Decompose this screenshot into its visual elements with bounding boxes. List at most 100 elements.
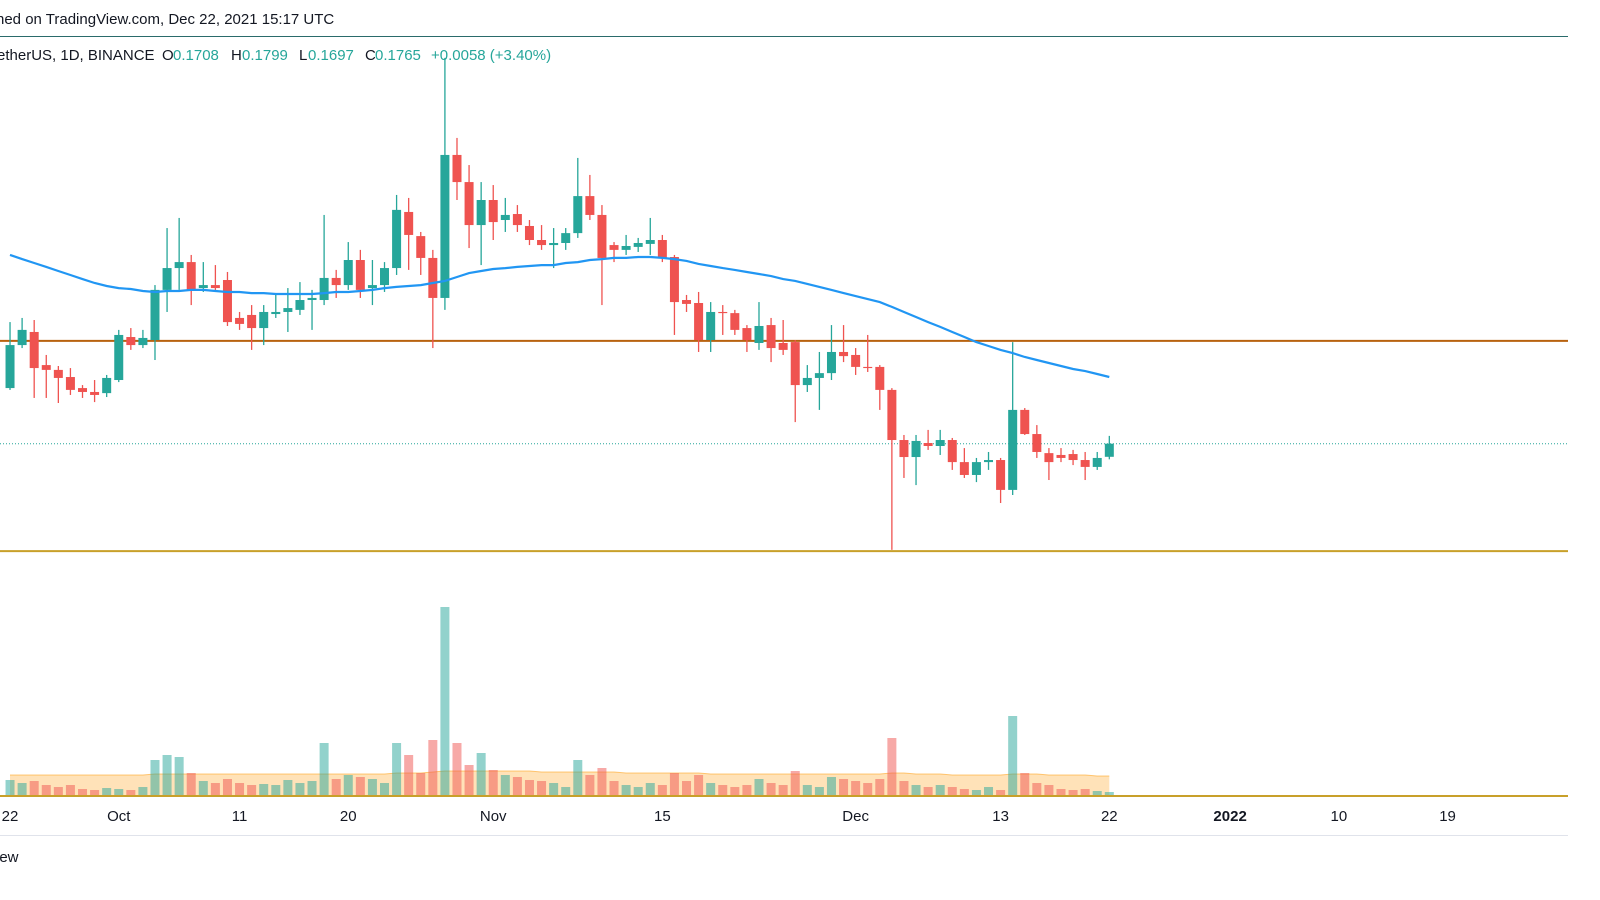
volume-bar bbox=[911, 785, 921, 795]
volume-bar bbox=[718, 785, 728, 795]
volume-bar bbox=[645, 783, 655, 795]
candle-body bbox=[186, 262, 196, 290]
candle-body bbox=[851, 354, 861, 367]
x-tick-label: 20 bbox=[340, 808, 357, 825]
volume-bar bbox=[41, 785, 51, 795]
volume-bar bbox=[875, 779, 885, 795]
candle-body bbox=[464, 182, 474, 226]
legend-high-label: H bbox=[231, 47, 242, 64]
volume-bar bbox=[186, 773, 196, 795]
candle-body bbox=[754, 325, 764, 344]
candle-body bbox=[17, 329, 27, 346]
candle-body bbox=[343, 260, 353, 286]
candle-body bbox=[78, 388, 88, 392]
candle-body bbox=[295, 300, 305, 310]
volume-bar bbox=[537, 781, 547, 795]
x-tick-label: 13 bbox=[992, 808, 1009, 825]
candle-body bbox=[609, 245, 619, 250]
volume-bar bbox=[851, 781, 861, 795]
legend-close-value: 0.1765 bbox=[375, 47, 421, 64]
candle-body bbox=[198, 285, 208, 289]
x-tick-label: 10 bbox=[1330, 808, 1347, 825]
volume-bar bbox=[331, 779, 341, 795]
legend: etherUS, 1D, BINANCE O 0.1708 H 0.1799 L… bbox=[0, 47, 551, 64]
volume-bar bbox=[887, 738, 897, 795]
footer-logo-text: iew bbox=[0, 849, 19, 866]
volume-bar bbox=[210, 783, 220, 795]
volume-bar bbox=[392, 743, 402, 795]
legend-close-label: C bbox=[365, 47, 376, 64]
volume-bar bbox=[524, 780, 534, 795]
volume-bar bbox=[1044, 785, 1054, 795]
legend-low-label: L bbox=[299, 47, 307, 64]
volume-bar bbox=[706, 783, 716, 795]
volume-bar bbox=[754, 779, 764, 795]
candle-body bbox=[452, 154, 462, 183]
volume-bar bbox=[102, 788, 112, 795]
volume-bar bbox=[476, 753, 486, 795]
candle-body bbox=[404, 211, 414, 235]
volume-bar bbox=[355, 777, 365, 795]
candle-body bbox=[235, 317, 245, 324]
candle-body bbox=[307, 297, 317, 301]
volume-bar bbox=[235, 783, 245, 795]
volume-bar bbox=[766, 783, 776, 795]
candle-body bbox=[5, 345, 15, 389]
candle-body bbox=[971, 462, 981, 475]
volume-bar bbox=[971, 790, 981, 795]
candle-body bbox=[1044, 453, 1054, 463]
volume-bar bbox=[114, 789, 124, 795]
candle-body bbox=[380, 268, 390, 286]
volume-bar bbox=[17, 783, 27, 795]
candle-body bbox=[102, 377, 112, 394]
candle-body bbox=[392, 209, 402, 269]
candle-body bbox=[138, 337, 148, 346]
candle-body bbox=[1056, 454, 1066, 458]
volume-bar bbox=[778, 785, 788, 795]
volume-bar bbox=[78, 789, 88, 795]
volume-bar bbox=[307, 781, 317, 795]
volume-bar bbox=[935, 785, 945, 795]
candle-body bbox=[428, 257, 438, 298]
candle-body bbox=[247, 314, 257, 329]
volume-bar bbox=[1032, 783, 1042, 795]
volume-bar bbox=[826, 777, 836, 795]
candle-body bbox=[500, 214, 510, 221]
candle-body bbox=[790, 342, 800, 386]
volume-bar bbox=[440, 607, 450, 795]
candle-body bbox=[814, 373, 824, 378]
candle-body bbox=[1104, 443, 1114, 457]
volume-bar bbox=[404, 755, 414, 795]
candle-body bbox=[416, 236, 426, 258]
volume-bar bbox=[923, 787, 933, 795]
volume-bar bbox=[198, 781, 208, 795]
volume-bar bbox=[682, 781, 692, 795]
candle-body bbox=[259, 311, 269, 329]
volume-bar bbox=[609, 781, 619, 795]
legend-low-value: 0.1697 bbox=[308, 47, 354, 64]
volume-bar bbox=[283, 780, 293, 795]
candle-body bbox=[537, 240, 547, 246]
volume-bar bbox=[561, 787, 571, 795]
candle-body bbox=[440, 154, 450, 298]
volume-bar bbox=[162, 755, 172, 795]
x-tick-label: Dec bbox=[842, 808, 869, 825]
candle-body bbox=[706, 311, 716, 341]
volume-bar bbox=[271, 785, 281, 795]
volume-bar bbox=[5, 780, 15, 795]
volume-bar bbox=[742, 785, 752, 795]
volume-bar bbox=[222, 779, 232, 795]
moving-average-line bbox=[9, 253, 1110, 379]
volume-bar bbox=[790, 771, 800, 795]
candle-body bbox=[222, 280, 232, 323]
candle-body bbox=[875, 366, 885, 390]
candle-body bbox=[367, 285, 377, 289]
candle-body bbox=[271, 311, 281, 315]
volume-bar bbox=[295, 783, 305, 795]
x-tick-label: Nov bbox=[480, 808, 507, 825]
volume-bar bbox=[29, 781, 39, 795]
x-tick-label: Oct bbox=[107, 808, 131, 825]
candle-body bbox=[355, 260, 365, 290]
candle-body bbox=[694, 303, 704, 341]
